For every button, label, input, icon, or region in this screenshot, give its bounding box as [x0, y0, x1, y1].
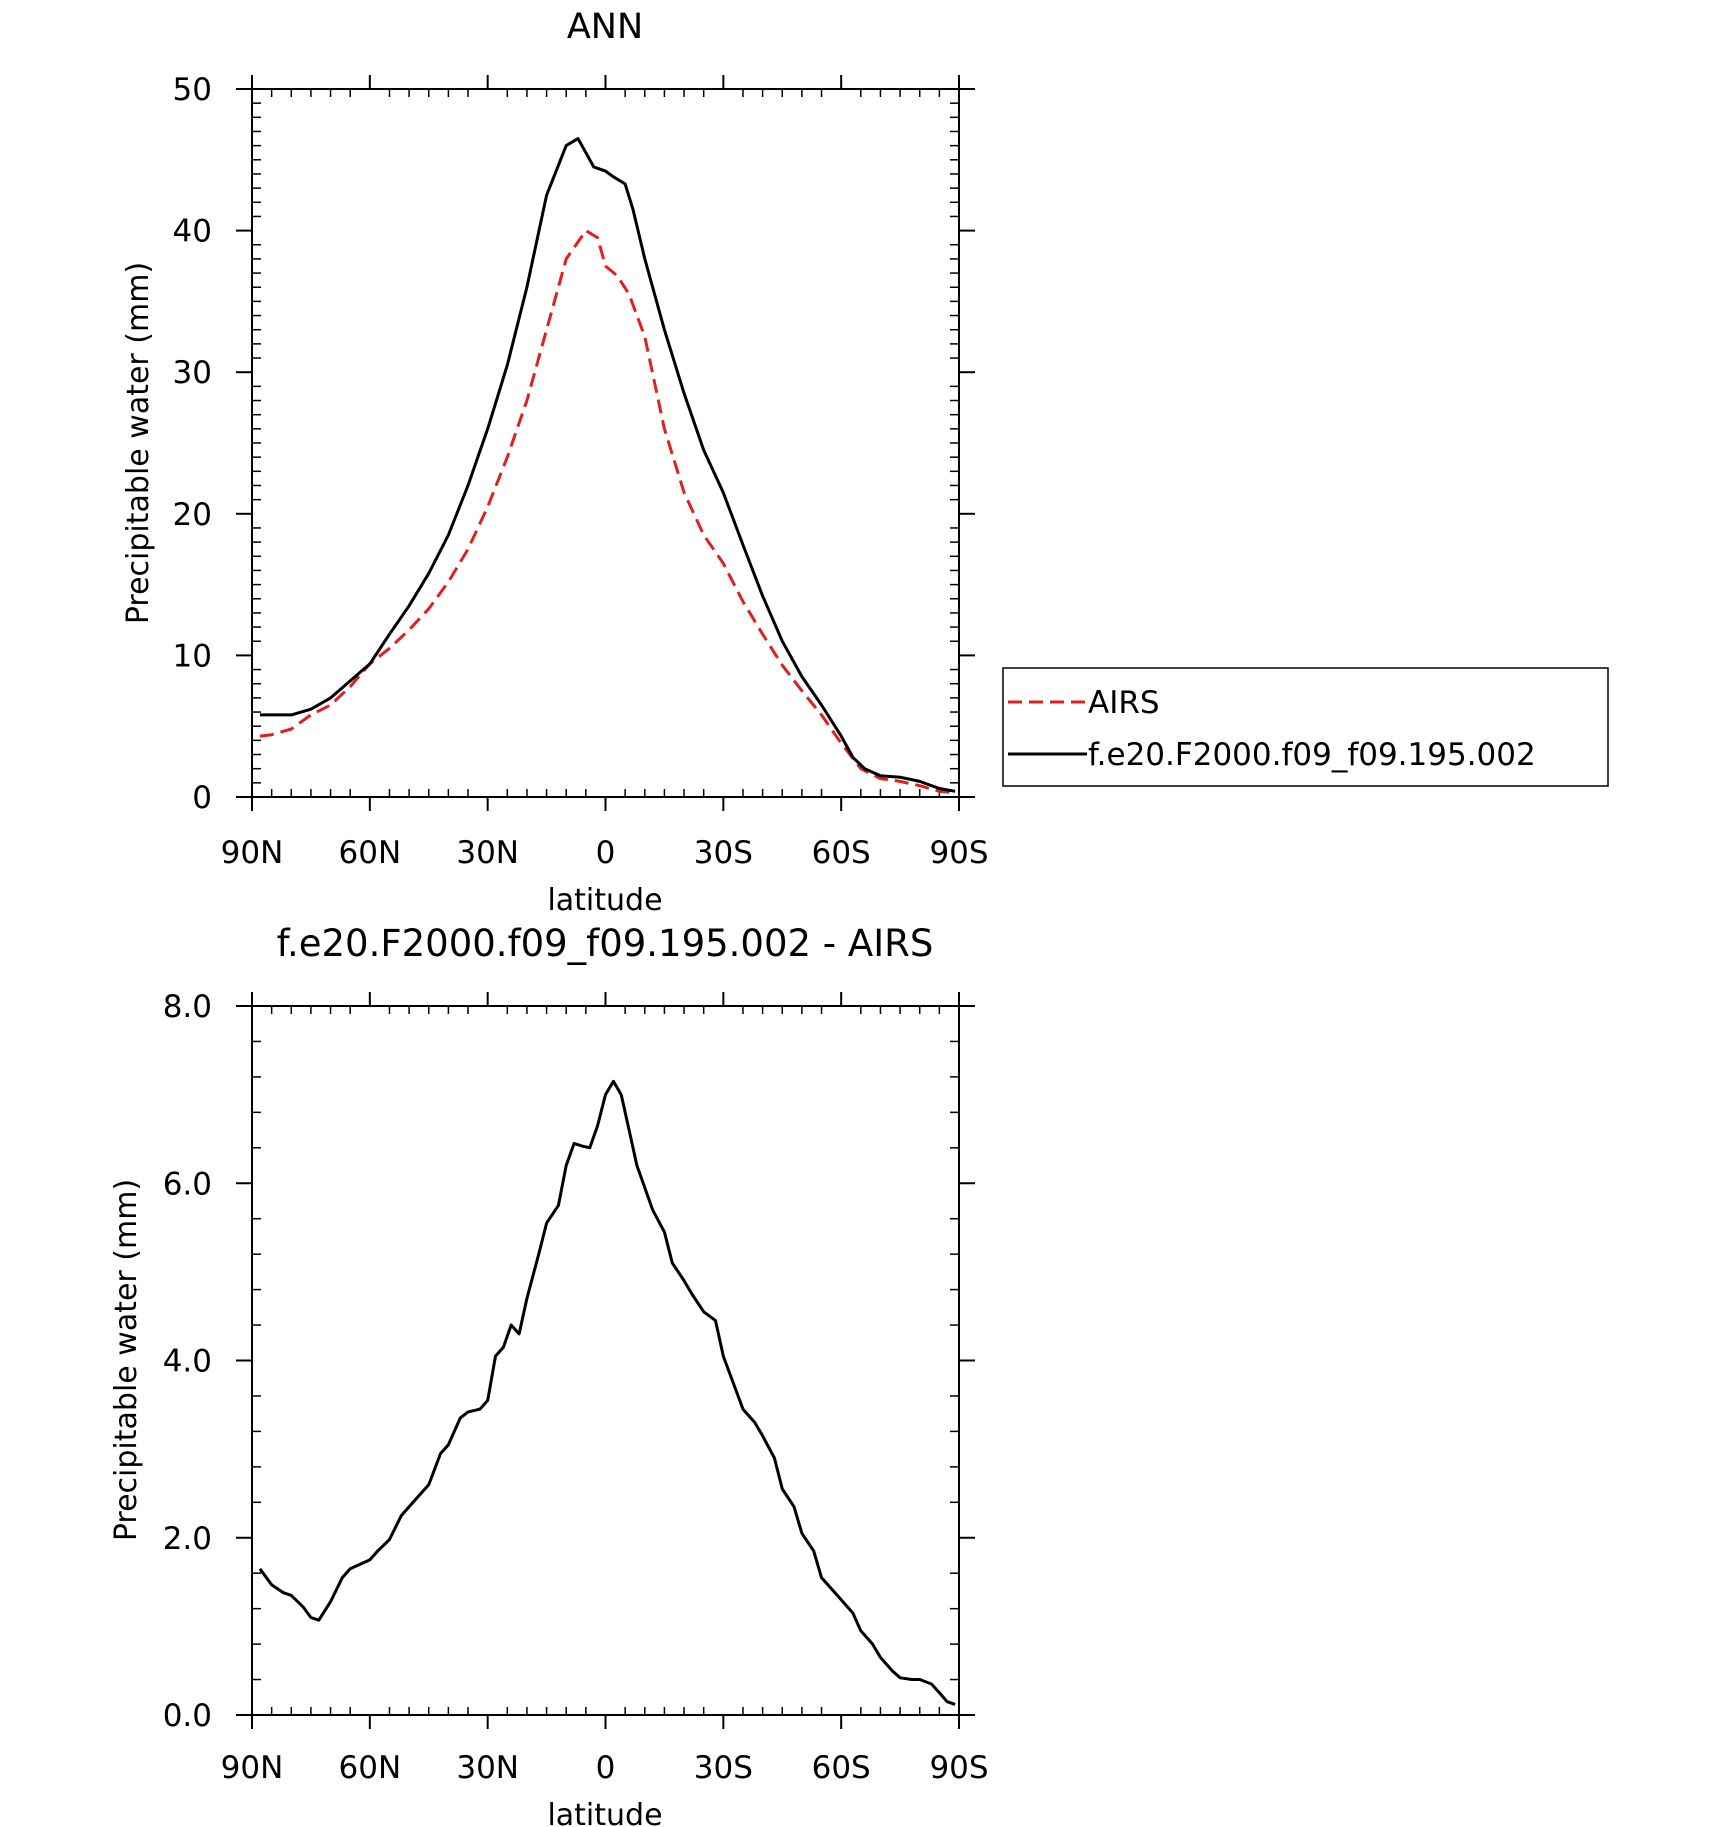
y-tick-label: 20	[173, 497, 212, 533]
legend-airs-label: AIRS	[1088, 685, 1160, 721]
chart-bottom-xlabel: latitude	[547, 1798, 662, 1827]
x-tick-label: 0	[596, 835, 616, 871]
series-line-f-e20-f2000-f09-f09-195-002	[259, 137, 956, 793]
x-tick-label: 90S	[929, 835, 988, 871]
legend-model-label: f.e20.F2000.f09_f09.195.002	[1088, 737, 1536, 773]
chart-bottom-series	[258, 1079, 956, 1706]
x-tick-label: 90N	[221, 1750, 284, 1786]
x-tick-label: 30S	[694, 835, 753, 871]
y-tick-label: 40	[173, 214, 212, 250]
legend-box	[1002, 667, 1609, 787]
x-tick-label: 30S	[694, 1750, 753, 1786]
chart-top-plot-frame	[251, 88, 960, 798]
chart-bottom-y-tick-labels: 0.0 2.0 4.0 6.0 8.0	[163, 989, 212, 1734]
x-tick-label: 60S	[812, 835, 871, 871]
x-tick-label: 90S	[929, 1750, 988, 1786]
y-tick-label: 30	[173, 355, 212, 391]
y-tick-label: 8.0	[163, 989, 212, 1025]
y-tick-label: 50	[173, 72, 212, 108]
series-line-difference	[258, 1079, 956, 1706]
x-tick-label: 0	[596, 1750, 616, 1786]
y-tick-label: 0.0	[163, 1698, 212, 1734]
chart-bottom-ylabel: Precipitable water (mm)	[109, 1179, 144, 1541]
x-tick-label: 60S	[812, 1750, 871, 1786]
y-tick-label: 4.0	[163, 1344, 212, 1380]
chart-top-series	[259, 137, 956, 795]
chart-bottom-plot-frame	[251, 1005, 960, 1716]
x-tick-label: 60N	[339, 835, 402, 871]
series-line-airs	[259, 229, 956, 795]
y-tick-label: 10	[173, 638, 212, 674]
x-tick-label: 30N	[456, 1750, 519, 1786]
chart-top-xlabel: latitude	[547, 883, 662, 918]
chart-top-title: ANN	[567, 7, 643, 47]
chart-top: ANN 90N 60N 30N 0 30S 60S 90S 0 10 20 30 40 50 lati…	[121, 7, 989, 918]
chart-bottom: f.e20.F2000.f09_f09.195.002 - AIRS 90N 60…	[109, 922, 989, 1827]
chart-bottom-title: f.e20.F2000.f09_f09.195.002 - AIRS	[277, 922, 934, 965]
chart-top-x-tick-labels: 90N 60N 30N 0 30S 60S 90S	[221, 835, 989, 871]
x-tick-label: 30N	[456, 835, 519, 871]
y-tick-label: 0	[192, 780, 212, 816]
chart-top-ticks	[236, 75, 975, 811]
x-tick-label: 60N	[339, 1750, 402, 1786]
legend: AIRS f.e20.F2000.f09_f09.195.002	[1002, 667, 1609, 787]
y-tick-label: 2.0	[163, 1521, 212, 1557]
chart-bottom-ticks	[236, 992, 975, 1729]
y-tick-label: 6.0	[163, 1166, 212, 1202]
chart-top-ylabel: Precipitable water (mm)	[121, 262, 156, 624]
chart-top-y-tick-labels: 0 10 20 30 40 50	[173, 72, 212, 816]
chart-bottom-x-tick-labels: 90N 60N 30N 0 30S 60S 90S	[221, 1750, 989, 1786]
x-tick-label: 90N	[221, 835, 284, 871]
